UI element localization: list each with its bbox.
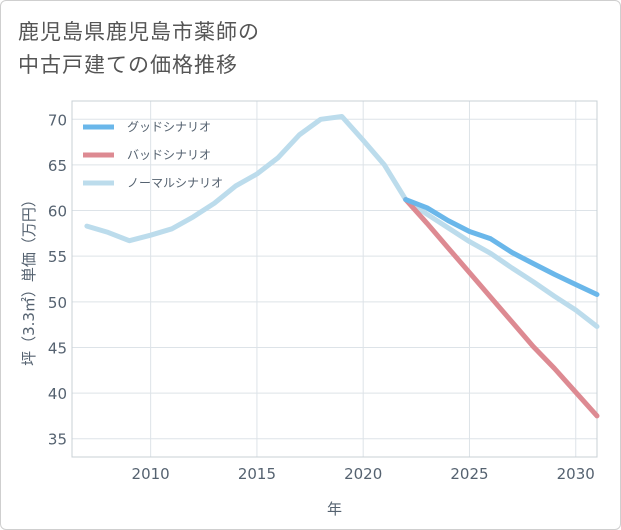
y-tick-label: 40 (48, 385, 67, 403)
y-tick-label: 55 (48, 248, 67, 266)
chart-title-line-1: 鹿児島県鹿児島市薬師の (18, 20, 260, 44)
y-tick-label: 50 (48, 294, 67, 312)
chart-title: 鹿児島県鹿児島市薬師の 中古戸建ての価格推移 (18, 16, 260, 82)
series-line-0 (403, 197, 600, 297)
x-axis-title: 年 (327, 500, 342, 518)
series-line-1 (403, 197, 600, 419)
y-tick-label: 70 (48, 111, 67, 129)
y-tick-label: 65 (48, 157, 67, 175)
y-tick-labels: 35 40 45 50 55 60 65 70 (48, 111, 67, 448)
legend-label-1: バッドシナリオ (127, 148, 211, 162)
plot-frame (71, 100, 598, 458)
x-tick-label: 2020 (344, 465, 382, 483)
series-line-2 (84, 114, 600, 329)
series-lines (84, 114, 600, 419)
y-tick-label: 60 (48, 203, 67, 221)
chart-title-line-2: 中古戸建ての価格推移 (18, 53, 238, 77)
x-tick-label: 2025 (450, 465, 488, 483)
legend-label-2: ノーマルシナリオ (127, 176, 223, 190)
legend-label-0: グッドシナリオ (127, 120, 211, 134)
x-tick-label: 2010 (132, 465, 170, 483)
y-axis-title: 坪（3.3㎡）単価（万円） (20, 192, 38, 366)
x-tick-label: 2015 (238, 465, 276, 483)
y-tick-label: 45 (48, 339, 67, 357)
x-tick-labels: 2010 2015 2020 2025 2030 (132, 465, 595, 483)
y-tick-label: 35 (48, 431, 67, 449)
x-tick-label: 2030 (557, 465, 595, 483)
